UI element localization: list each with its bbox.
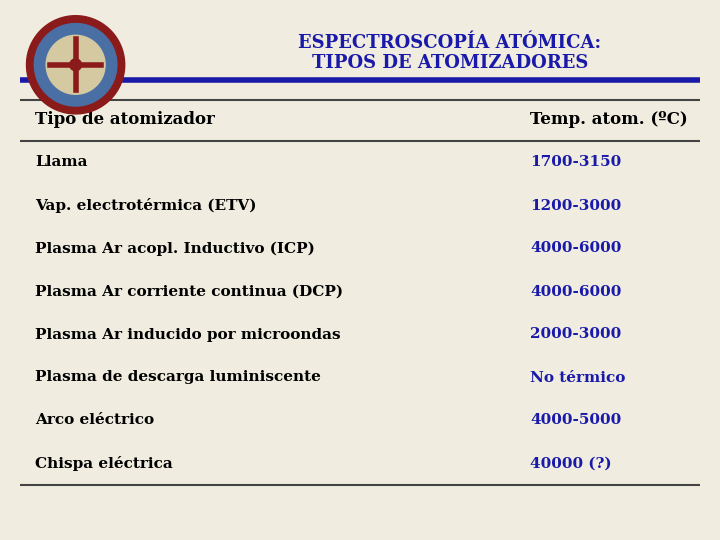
Text: Plasma Ar inducido por microondas: Plasma Ar inducido por microondas bbox=[35, 327, 341, 341]
Text: Plasma Ar corriente continua (DCP): Plasma Ar corriente continua (DCP) bbox=[35, 285, 343, 299]
Text: Llama: Llama bbox=[35, 156, 88, 170]
Polygon shape bbox=[46, 35, 105, 94]
Text: Plasma de descarga luminiscente: Plasma de descarga luminiscente bbox=[35, 370, 321, 384]
Text: 1200-3000: 1200-3000 bbox=[530, 199, 621, 213]
Text: No térmico: No térmico bbox=[530, 370, 626, 384]
Polygon shape bbox=[35, 24, 117, 106]
Text: 4000-6000: 4000-6000 bbox=[530, 241, 621, 255]
Text: 4000-5000: 4000-5000 bbox=[530, 414, 621, 428]
Text: Temp. atom. (ºC): Temp. atom. (ºC) bbox=[530, 111, 688, 129]
Polygon shape bbox=[70, 59, 81, 71]
Text: 2000-3000: 2000-3000 bbox=[530, 327, 621, 341]
Text: Arco eléctrico: Arco eléctrico bbox=[35, 414, 154, 428]
Text: Tipo de atomizador: Tipo de atomizador bbox=[35, 111, 215, 129]
Text: 40000 (?): 40000 (?) bbox=[530, 456, 611, 470]
Text: ESPECTROSCOPÍA ATÓMICA:: ESPECTROSCOPÍA ATÓMICA: bbox=[298, 34, 602, 52]
Text: 1700-3150: 1700-3150 bbox=[530, 156, 621, 170]
Polygon shape bbox=[27, 16, 125, 114]
Text: Plasma Ar acopl. Inductivo (ICP): Plasma Ar acopl. Inductivo (ICP) bbox=[35, 241, 315, 256]
Text: Chispa eléctrica: Chispa eléctrica bbox=[35, 456, 173, 471]
Text: Vap. electrotérmica (ETV): Vap. electrotérmica (ETV) bbox=[35, 198, 256, 213]
Text: TIPOS DE ATOMIZADORES: TIPOS DE ATOMIZADORES bbox=[312, 54, 588, 72]
Text: 4000-6000: 4000-6000 bbox=[530, 285, 621, 299]
